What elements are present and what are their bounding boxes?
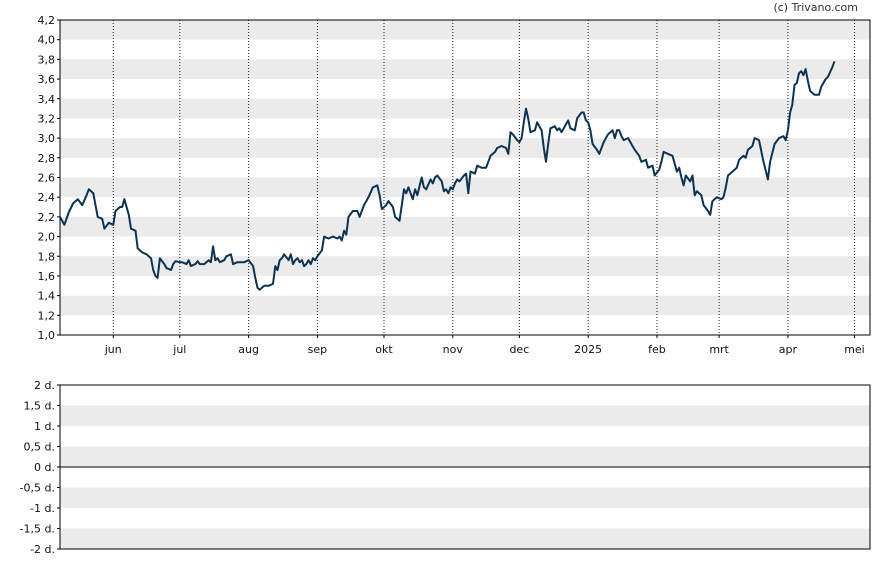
- x-tick-label: nov: [443, 343, 464, 356]
- credit-label: (c) Trivano.com: [773, 1, 858, 14]
- y-tick-label: 3,2: [38, 112, 56, 125]
- grid-band: [60, 528, 870, 549]
- x-tick-label: apr: [779, 343, 798, 356]
- y-tick-label: 1,6: [38, 270, 56, 283]
- y-tick-label: -0,5 d.: [20, 482, 55, 495]
- price-series-line: [59, 60, 836, 291]
- x-tick-label: mei: [844, 343, 865, 356]
- x-tick-label: 2025: [574, 343, 602, 356]
- y-tick-label: 3,4: [38, 93, 56, 106]
- y-tick-label: 3,0: [38, 132, 56, 145]
- y-tick-label: 1,0: [38, 329, 56, 342]
- grid-band: [60, 98, 870, 119]
- y-tick-label: 2,0: [38, 231, 56, 244]
- y-tick-label: 3,6: [38, 73, 56, 86]
- grid-band: [60, 256, 870, 276]
- y-tick-label: 0 d.: [34, 461, 55, 474]
- grid-band: [60, 446, 870, 467]
- x-tick-label: aug: [238, 343, 259, 356]
- y-tick-label: 2,6: [38, 172, 56, 185]
- x-tick-label: jul: [172, 343, 186, 356]
- y-tick-label: 2,2: [38, 211, 56, 224]
- y-tick-label: 1 d.: [34, 420, 55, 433]
- plot-frame: [59, 19, 871, 336]
- y-tick-label: 4,0: [38, 34, 56, 47]
- y-tick-label: 2,8: [38, 152, 56, 165]
- grid-band: [60, 59, 870, 80]
- grid-band: [60, 216, 870, 237]
- y-tick-label: -2 d.: [30, 543, 55, 556]
- x-tick-label: feb: [648, 343, 666, 356]
- price-panel: 1,0 1,2 1,4 1,6 1,8 2,0 2,2 2,4 2,6 2,8 3,0 3,2 3,4 3…: [38, 14, 871, 356]
- y-tick-label: 1,4: [38, 290, 56, 303]
- grid-band: [60, 20, 870, 40]
- grid-band: [60, 405, 870, 426]
- y-tick-label: 1,2: [38, 309, 56, 322]
- y-tick-label: 1,8: [38, 250, 56, 263]
- grid-band: [60, 295, 870, 316]
- y-tick-label: 4,2: [38, 14, 56, 27]
- x-tick-label: mrt: [709, 343, 729, 356]
- y-tick-label: 0,5 d.: [24, 441, 55, 454]
- dividend-panel: -2 d. -1,5 d. -1 d. -0,5 d. 0 d. 0,5 d. 1 d. 1,…: [20, 379, 871, 556]
- grid-band: [60, 487, 870, 508]
- y-tick-label: 2 d.: [34, 379, 55, 392]
- grid-band: [60, 177, 870, 198]
- plot-frame: [59, 384, 871, 550]
- y-tick-label: 3,8: [38, 53, 56, 66]
- x-tick-label: dec: [509, 343, 529, 356]
- grid-band: [60, 138, 870, 158]
- x-tick-label: sep: [308, 343, 327, 356]
- y-tick-label: 2,4: [38, 191, 56, 204]
- y-tick-label: 1,5 d.: [24, 400, 55, 413]
- y-tick-label: -1 d.: [30, 502, 55, 515]
- x-tick-label: jun: [104, 343, 122, 356]
- x-tick-label: okt: [375, 343, 393, 356]
- y-tick-label: -1,5 d.: [20, 523, 55, 536]
